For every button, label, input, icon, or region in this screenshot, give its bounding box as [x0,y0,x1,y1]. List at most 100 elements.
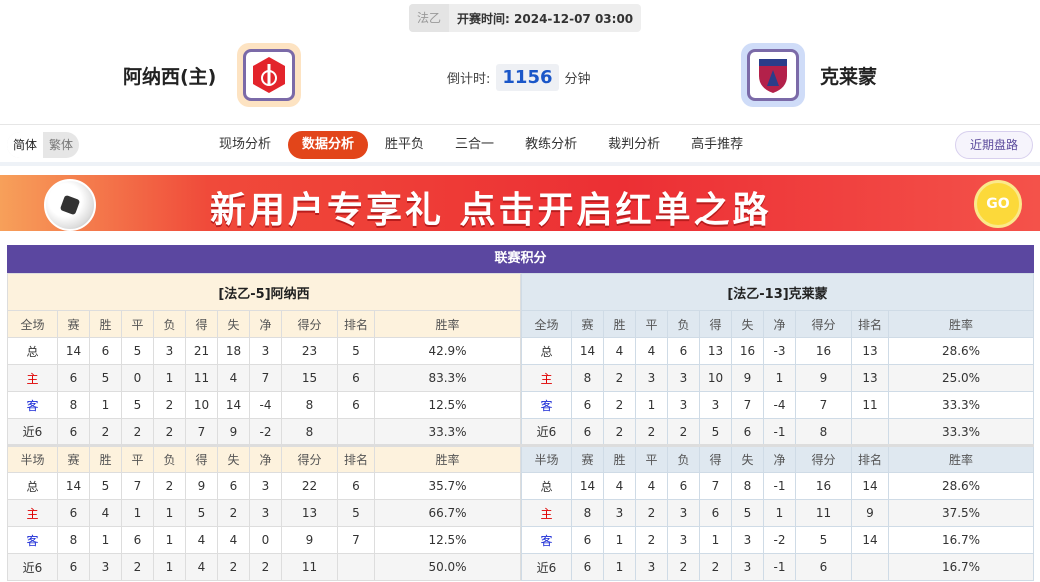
table-cell: -4 [763,391,796,419]
table-cell: 14 [851,526,889,554]
column-header: 全场 [521,310,572,338]
table-cell: 2 [635,418,668,446]
table-cell: 9 [731,364,764,392]
recent-odds-button[interactable]: 近期盘路 [954,131,1033,159]
table-cell: 2 [249,553,282,581]
banner-text: 新用户专享礼 点击开启红单之路 [210,190,772,231]
table-cell: 1 [89,526,122,554]
away-team-name: 克莱蒙 [820,66,878,88]
table-cell: 14 [571,472,604,500]
table-row: 近6 6 3 2 1 4 2 2 11 50.0% [7,553,521,581]
table-cell: 2 [121,418,154,446]
table-cell: 11 [281,553,338,581]
countdown: 倒计时: 1156 分钟 [447,64,591,91]
table-row: 客 6 1 2 3 1 3 -2 5 14 16.7% [521,526,1034,554]
table-cell: 33.3% [888,391,1034,419]
tab-4[interactable]: 教练分析 [525,137,578,152]
table-cell: 2 [217,553,250,581]
table-cell: 10 [699,364,732,392]
column-header: 排名 [851,310,889,338]
table-cell: 2 [121,553,154,581]
table-cell: 2 [153,418,186,446]
tab-3[interactable]: 三合一 [455,137,495,152]
table-cell: 3 [731,526,764,554]
table-cell: 22 [281,472,338,500]
table-cell: 3 [89,553,122,581]
table-cell: 0 [249,526,282,554]
table-cell: 2 [603,418,636,446]
promo-banner[interactable]: 新用户专享礼 点击开启红单之路 GO [0,175,1040,231]
table-cell: -2 [249,418,282,446]
table-cell: 13 [851,337,889,365]
go-button[interactable]: GO [974,180,1022,228]
table-cell: 主 [7,499,58,527]
table-cell: 13 [851,364,889,392]
table-cell [851,418,889,446]
table-cell: 6 [89,337,122,365]
column-header: 净 [763,310,796,338]
kickoff-time: 2024-12-07 03:00 [514,11,634,26]
away-team-logo [741,43,805,107]
table-cell: 7 [795,391,852,419]
table-cell: -1 [763,472,796,500]
table-cell: 12.5% [374,526,521,554]
table-cell: 11 [795,499,852,527]
table-cell: 2 [635,499,668,527]
table-cell: 16.7% [888,553,1034,581]
table-cell: 7 [185,418,218,446]
tab-6[interactable]: 高手推荐 [691,137,744,152]
table-cell: 16.7% [888,526,1034,554]
table-cell: 3 [249,337,282,365]
column-header: 失 [731,444,764,473]
table-cell: 5 [731,499,764,527]
table-cell: 6 [217,472,250,500]
table-cell: 28.6% [888,472,1034,500]
table-cell: 13 [699,337,732,365]
table-cell: 总 [521,337,572,365]
column-header: 排名 [337,310,375,338]
table-cell: 42.9% [374,337,521,365]
table-cell: 主 [7,364,58,392]
column-header: 负 [153,310,186,338]
table-cell: 6 [337,472,375,500]
column-header: 平 [635,444,668,473]
column-header: 赛 [57,444,90,473]
table-cell: 3 [635,364,668,392]
home-team-logo [237,43,301,107]
table-cell: 6 [571,553,604,581]
table-cell: 近6 [7,418,58,446]
table-cell: 5 [121,391,154,419]
table-cell: 3 [249,499,282,527]
table-cell: 16 [731,337,764,365]
table-cell: 8 [281,418,338,446]
tab-1[interactable]: 数据分析 [288,131,369,159]
column-header: 得分 [281,444,338,473]
table-row: 总 14 4 4 6 13 16 -3 16 13 28.6% [521,337,1034,365]
table-cell: 3 [699,391,732,419]
column-header: 净 [249,444,282,473]
table-cell: 21 [185,337,218,365]
tab-5[interactable]: 裁判分析 [608,137,661,152]
table-cell: 18 [217,337,250,365]
table-cell: 2 [603,364,636,392]
tab-0[interactable]: 现场分析 [219,137,272,152]
table-cell: 2 [153,472,186,500]
table-cell: -1 [763,418,796,446]
table-cell: 1 [153,499,186,527]
table-cell: 23 [281,337,338,365]
column-header: 胜 [603,310,636,338]
table-cell: 4 [217,364,250,392]
traditional-button[interactable]: 繁体 [49,138,74,152]
countdown-unit: 分钟 [564,72,591,87]
table-cell: 2 [667,418,700,446]
table-cell: 总 [7,472,58,500]
table-cell: 2 [667,553,700,581]
table-cell: 1 [121,499,154,527]
kickoff-label: 开赛时间: [457,11,510,26]
simplified-button[interactable]: 简体 [7,132,44,158]
home-team-name: 阿纳西(主) [123,66,217,88]
table-cell: 总 [7,337,58,365]
table-row: 主 6 5 0 1 11 4 7 15 6 83.3% [7,364,521,392]
tab-2[interactable]: 胜平负 [385,137,425,152]
table-cell: 2 [153,391,186,419]
